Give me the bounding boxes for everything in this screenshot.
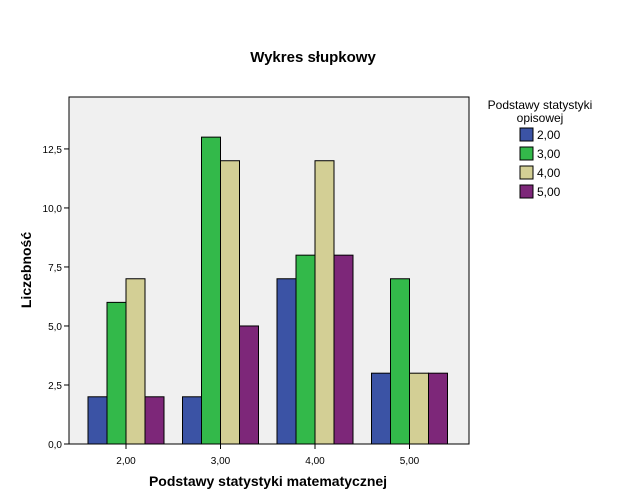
bar-5_00-series-4_00 [409,372,429,445]
x-axis: 2,00 3,00 4,00 5,00 [79,443,459,467]
legend-swatch [519,146,534,161]
bar-5_00-series-3_00 [390,278,410,445]
legend-label: 2,00 [537,128,561,142]
y-tick-label: 2,5 [48,381,62,392]
bar-3_00-series-3_00 [201,136,221,445]
y-tick-label: 7,5 [48,263,62,274]
legend-title-line-1: Podstawy statystyki [488,98,593,112]
x-tick-label: 5,00 [400,456,420,467]
legend-title-line-2: opisowej [517,111,564,125]
bar-4_00-series-3_00 [295,254,316,445]
x-tick-label: 4,00 [305,456,325,467]
legend-swatch [519,184,534,199]
legend-label: 5,00 [537,185,561,199]
x-tick-label: 2,00 [116,456,136,467]
bars-group [87,136,448,445]
y-axis: 0,0 2,5 5,0 7,5 10,0 12,5 [43,145,69,451]
bar-4_00-series-2_00 [276,278,297,445]
bar-4_00-series-4_00 [314,160,335,445]
x-axis-title: Podstawy statystyki matematycznej [149,473,387,489]
bar-3_00-series-4_00 [220,160,240,445]
bar-2_00-series-4_00 [125,278,146,445]
bar-3_00-series-2_00 [182,396,202,445]
bar-3_00-series-5_00 [239,325,259,445]
legend-label: 4,00 [537,166,561,180]
bar-2_00-series-3_00 [106,301,127,445]
bar-4_00-series-5_00 [333,254,354,445]
bar-2_00-series-2_00 [87,396,108,445]
x-tick-label: 3,00 [211,456,231,467]
bar-5_00-series-5_00 [428,372,448,445]
legend-items: 2,00 3,00 4,00 5,00 [519,127,561,199]
y-tick-label: 5,0 [48,322,62,333]
bar-5_00-series-2_00 [371,372,391,445]
y-tick-label: 0,0 [48,440,62,451]
legend-label: 3,00 [537,147,561,161]
y-axis-title: Liczebność [18,232,34,308]
y-tick-label: 10,0 [43,204,63,215]
y-tick-label: 12,5 [43,145,63,156]
chart-title: Wykres słupkowy [250,49,376,66]
legend-swatch [519,127,534,142]
bar-2_00-series-5_00 [144,396,165,445]
legend-swatch [519,165,534,180]
legend: Podstawy statystyki opisowej 2,00 3,00 4,0… [488,98,593,199]
